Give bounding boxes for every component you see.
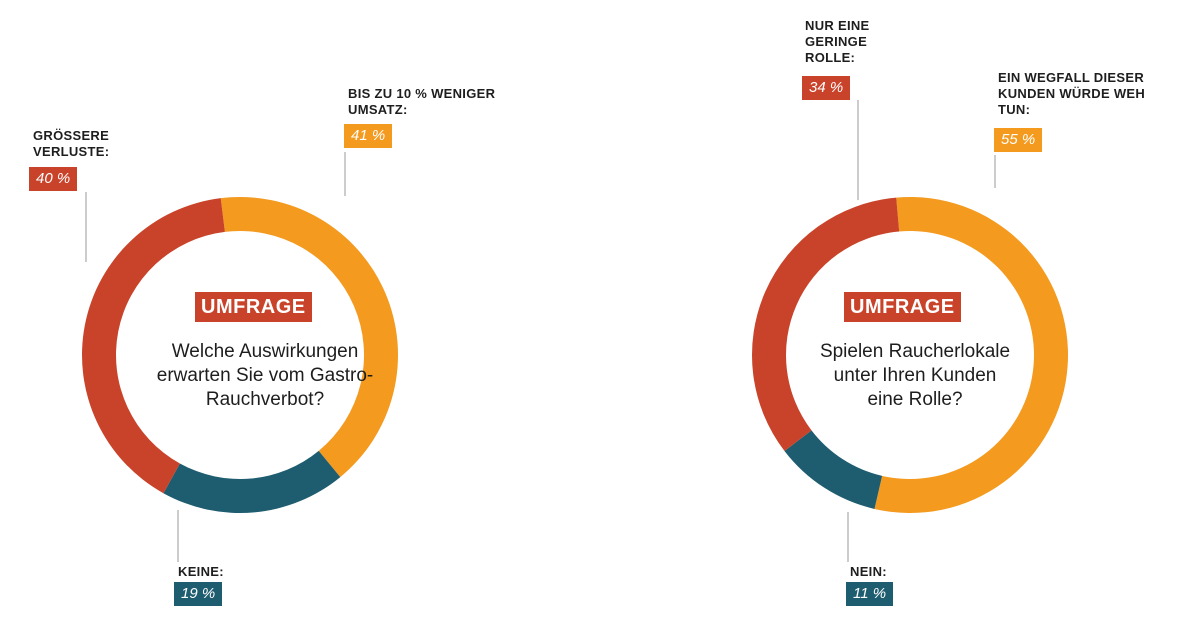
chart-2-tag: UMFRAGE [844, 292, 961, 322]
chart-2-slice-would-hurt [874, 197, 1069, 514]
chart-2-value-would-hurt: 55 % [994, 128, 1043, 152]
donut-chart-effects [81, 152, 398, 562]
chart-2-label-would-hurt: EIN WEGFALL DIESER KUNDEN WÜRDE WEH TUN: [998, 70, 1146, 117]
chart-1-slice-less-revenue [220, 197, 398, 478]
chart-2-slice-minor-role [752, 197, 900, 451]
donut-chart-smoker-customers [752, 100, 1069, 562]
chart-1-label-less-revenue: BIS ZU 10 % WENIGER UMSATZ: [348, 86, 496, 117]
chart-1-value-less-revenue: 41 % [344, 124, 393, 148]
chart-2-label-no: NEIN: [850, 564, 887, 579]
chart-1-label-none: KEINE: [178, 564, 224, 579]
chart-1-value-losses: 40 % [29, 167, 78, 191]
chart-2-value-no: 11 % [846, 582, 894, 606]
chart-2-slice-no [784, 430, 883, 509]
chart-2-question: Spielen Raucherlokale unter Ihren Kunden… [819, 341, 1011, 410]
chart-1-label-losses: GRÖSSERE VERLUSTE: [33, 128, 110, 159]
chart-1-slice-none [163, 450, 341, 513]
chart-1-question: Welche Auswirkungen erwarten Sie vom Gas… [156, 341, 374, 410]
chart-1-slice-losses [81, 198, 225, 494]
chart-1-value-none: 19 % [174, 582, 223, 606]
chart-2-label-minor-role: NUR EINE GERINGE ROLLE: [805, 18, 870, 65]
chart-2-value-minor-role: 34 % [802, 76, 851, 100]
chart-1-tag: UMFRAGE [195, 292, 312, 322]
